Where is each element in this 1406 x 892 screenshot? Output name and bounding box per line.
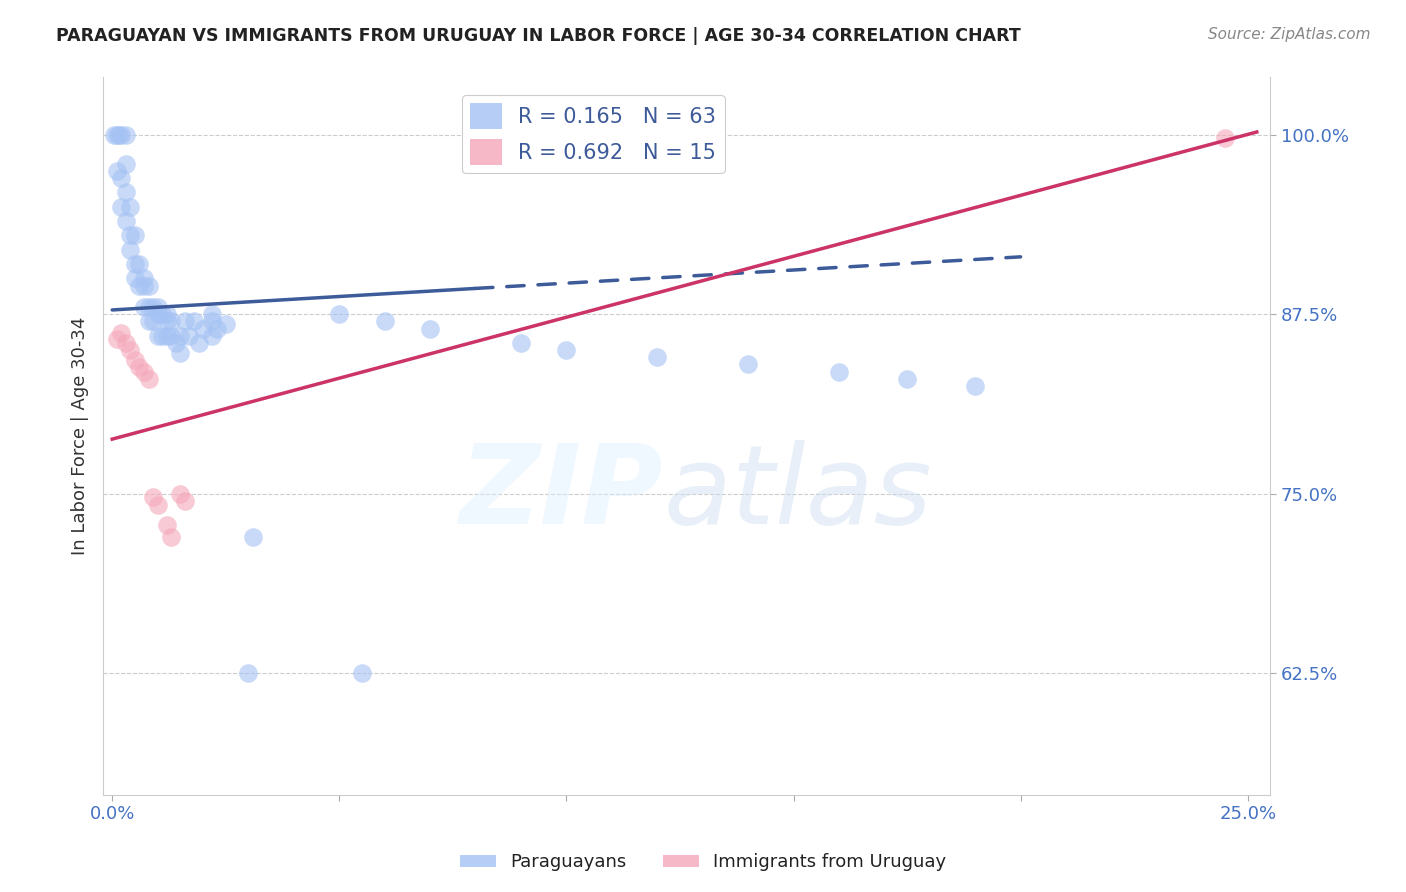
Point [142, 314, 165, 328]
Point [555, 343, 578, 358]
Text: atlas: atlas [664, 440, 932, 547]
Text: ZIP: ZIP [460, 440, 664, 547]
Point [156, 307, 179, 321]
Point [328, 307, 350, 321]
Point [142, 300, 165, 314]
Point [105, 128, 128, 142]
Point [169, 486, 191, 500]
Point [179, 328, 201, 343]
Point [350, 666, 373, 681]
Point [110, 170, 132, 185]
Point [160, 328, 183, 343]
Point [645, 351, 668, 365]
Point [110, 326, 132, 340]
Point [1213, 130, 1236, 145]
Point [138, 300, 160, 314]
Point [138, 314, 160, 328]
Point [238, 666, 260, 681]
Point [173, 314, 195, 328]
Point [115, 156, 138, 170]
Text: PARAGUAYAN VS IMMIGRANTS FROM URUGUAY IN LABOR FORCE | AGE 30-34 CORRELATION CHA: PARAGUAYAN VS IMMIGRANTS FROM URUGUAY IN… [56, 27, 1021, 45]
Point [374, 314, 396, 328]
Point [169, 346, 191, 360]
Point [128, 257, 150, 271]
Point [156, 328, 179, 343]
Point [146, 498, 169, 512]
Point [115, 214, 138, 228]
Y-axis label: In Labor Force | Age 30-34: In Labor Force | Age 30-34 [72, 317, 89, 556]
Point [165, 335, 187, 350]
Point [105, 332, 128, 346]
Point [124, 228, 146, 243]
Point [120, 343, 142, 358]
Point [120, 200, 142, 214]
Point [150, 328, 173, 343]
Point [120, 243, 142, 257]
Point [201, 307, 224, 321]
Point [419, 321, 441, 335]
Point [105, 163, 128, 178]
Point [156, 314, 179, 328]
Point [128, 278, 150, 293]
Point [201, 314, 224, 328]
Text: Source: ZipAtlas.com: Source: ZipAtlas.com [1208, 27, 1371, 42]
Point [115, 186, 138, 200]
Point [132, 271, 155, 285]
Point [115, 335, 138, 350]
Point [187, 335, 209, 350]
Point [132, 300, 155, 314]
Point [115, 128, 138, 142]
Point [132, 365, 155, 379]
Point [183, 314, 205, 328]
Point [156, 518, 179, 533]
Point [124, 353, 146, 368]
Point [146, 307, 169, 321]
Point [896, 372, 918, 386]
Point [120, 228, 142, 243]
Legend: Paraguayans, Immigrants from Uruguay: Paraguayans, Immigrants from Uruguay [453, 847, 953, 879]
Point [110, 128, 132, 142]
Point [146, 328, 169, 343]
Point [828, 365, 851, 379]
Point [173, 493, 195, 508]
Point [103, 128, 125, 142]
Point [142, 490, 165, 504]
Point [737, 358, 759, 372]
Point [160, 314, 183, 328]
Point [510, 335, 533, 350]
Point [205, 321, 228, 335]
Point [124, 257, 146, 271]
Point [169, 328, 191, 343]
Point [150, 307, 173, 321]
Point [191, 321, 214, 335]
Point [201, 328, 224, 343]
Point [110, 200, 132, 214]
Point [965, 379, 987, 393]
Point [128, 360, 150, 375]
Point [132, 278, 155, 293]
Point [138, 278, 160, 293]
Point [138, 372, 160, 386]
Legend: R = 0.165   N = 63, R = 0.692   N = 15: R = 0.165 N = 63, R = 0.692 N = 15 [463, 95, 724, 173]
Point [242, 530, 264, 544]
Point [124, 271, 146, 285]
Point [160, 530, 183, 544]
Point [215, 318, 238, 332]
Point [146, 300, 169, 314]
Point [108, 128, 131, 142]
